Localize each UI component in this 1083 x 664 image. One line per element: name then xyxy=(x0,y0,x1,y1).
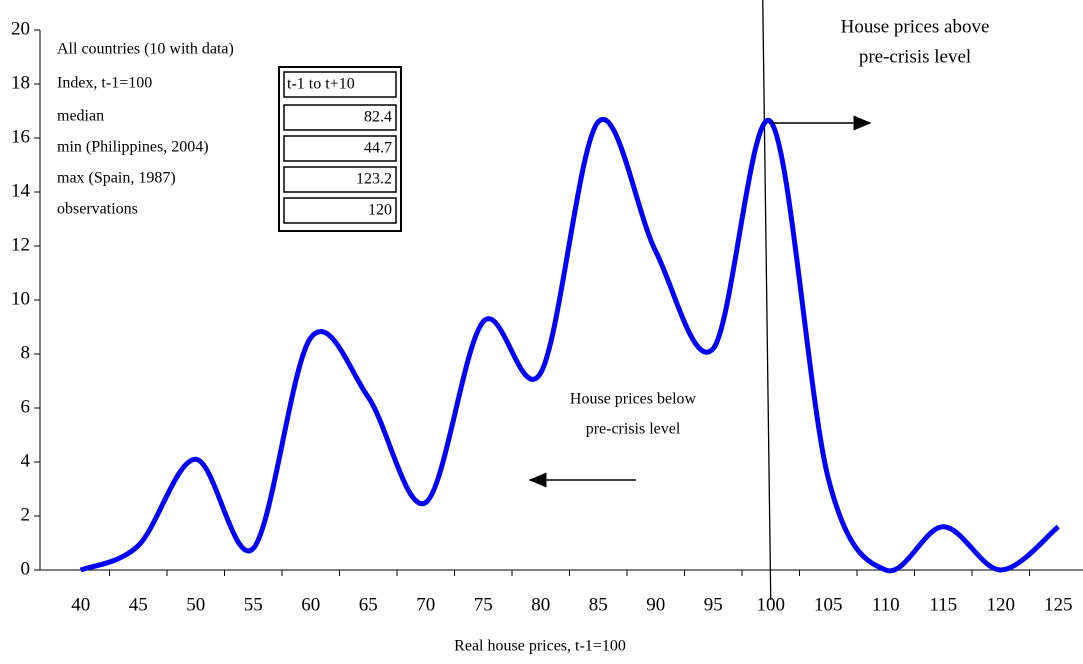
x-tick-label: 45 xyxy=(129,594,148,615)
x-tick-label: 115 xyxy=(929,594,957,615)
x-tick-label: 125 xyxy=(1044,594,1073,615)
inset-label: max (Spain, 1987) xyxy=(57,170,176,187)
y-tick-label: 8 xyxy=(21,342,31,363)
inset-value: 123.2 xyxy=(356,171,392,188)
y-tick-label: 2 xyxy=(21,504,31,525)
inset-frame xyxy=(278,66,402,232)
x-tick-label: 55 xyxy=(244,594,263,615)
inset-value: 120 xyxy=(368,202,392,219)
x-tick-label: 110 xyxy=(872,594,900,615)
annotation: pre-crisis level xyxy=(586,421,681,438)
x-tick-label: 95 xyxy=(704,594,723,615)
inset-cell xyxy=(283,71,397,98)
y-tick-label: 20 xyxy=(11,18,30,39)
x-tick-label: 75 xyxy=(474,594,493,615)
inset-label: min (Philippines, 2004) xyxy=(57,139,209,156)
y-tick-label: 16 xyxy=(11,126,30,147)
x-tick-label: 80 xyxy=(531,594,550,615)
reference-line xyxy=(762,0,772,601)
annotation: pre-crisis level xyxy=(859,46,971,67)
inset-cell xyxy=(283,197,397,224)
y-tick-label: 4 xyxy=(21,450,31,471)
x-tick-label: 100 xyxy=(757,594,786,615)
y-tick-label: 6 xyxy=(21,396,31,417)
y-tick-label: 0 xyxy=(21,558,31,579)
y-tick-label: 12 xyxy=(11,234,30,255)
y-tick-label: 10 xyxy=(11,288,30,309)
x-tick-label: 105 xyxy=(814,594,843,615)
inset-cell xyxy=(283,104,397,131)
y-tick-label: 14 xyxy=(11,180,31,201)
x-tick-label: 85 xyxy=(589,594,608,615)
x-tick-label: 70 xyxy=(416,594,435,615)
annotation: House prices above xyxy=(841,16,990,37)
x-axis-label: Real house prices, t-1=100 xyxy=(454,638,626,655)
inset-label: observations xyxy=(57,201,138,218)
x-tick-label: 65 xyxy=(359,594,378,615)
inset-value: 82.4 xyxy=(364,109,392,126)
data-line xyxy=(79,116,1060,574)
inset-cell xyxy=(283,135,397,162)
inset-cell xyxy=(283,166,397,193)
x-tick-label: 60 xyxy=(301,594,320,615)
inset-value: t-1 to t+10 xyxy=(287,76,355,93)
x-tick-label: 90 xyxy=(646,594,665,615)
annotation: House prices below xyxy=(570,391,697,408)
y-tick-label: 18 xyxy=(11,72,30,93)
inset-value: 44.7 xyxy=(364,140,392,157)
inset-title: All countries (10 with data) xyxy=(57,41,234,58)
x-tick-label: 120 xyxy=(987,594,1016,615)
x-tick-label: 40 xyxy=(71,594,90,615)
inset-header: Index, t-1=100 xyxy=(57,75,152,92)
x-tick-label: 50 xyxy=(186,594,205,615)
inset-label: median xyxy=(57,108,104,125)
